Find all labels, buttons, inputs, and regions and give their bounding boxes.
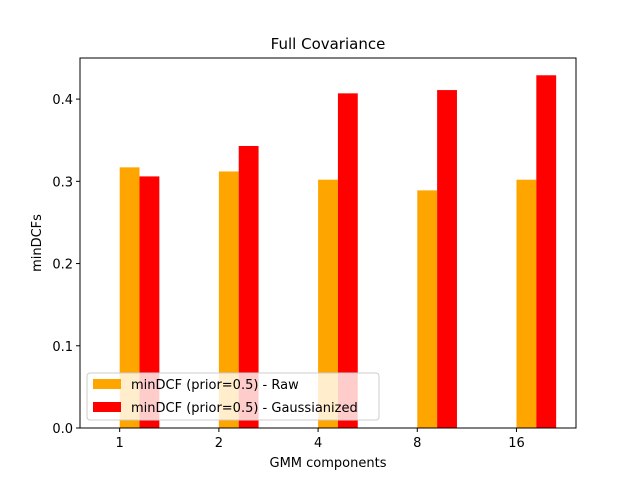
bars-group bbox=[119, 75, 557, 429]
legend-swatch-gaussianized bbox=[93, 402, 121, 412]
y-tick-label: 0.1 bbox=[52, 340, 73, 355]
y-tick-label: 0.3 bbox=[52, 175, 73, 190]
y-axis-label: minDCFs bbox=[30, 214, 45, 272]
x-tick-label: 8 bbox=[413, 436, 421, 451]
legend-label-gaussianized: minDCF (prior=0.5) - Gaussianized bbox=[131, 401, 358, 416]
bar-raw-16 bbox=[516, 179, 537, 428]
y-tick-label: 0.4 bbox=[52, 93, 73, 108]
bar-gaussianized-8 bbox=[437, 90, 457, 429]
legend-box bbox=[86, 372, 380, 421]
legend: minDCF (prior=0.5) - Raw minDCF (prior=0… bbox=[86, 372, 380, 421]
x-ticks-group: 1 2 4 8 16 bbox=[116, 428, 525, 451]
x-tick-label: 4 bbox=[314, 436, 322, 451]
bar-gaussianized-4 bbox=[337, 93, 358, 428]
bar-raw-1 bbox=[119, 167, 140, 428]
y-ticks-group: 0.0 0.1 0.2 0.3 0.4 bbox=[52, 93, 80, 437]
bar-gaussianized-2 bbox=[238, 145, 259, 428]
legend-label-raw: minDCF (prior=0.5) - Raw bbox=[131, 378, 299, 393]
axes-frame bbox=[79, 57, 577, 429]
legend-swatch-raw bbox=[93, 379, 121, 389]
x-tick-label: 1 bbox=[116, 436, 124, 451]
x-axis-label: GMM components bbox=[270, 456, 387, 471]
x-tick-label: 16 bbox=[508, 436, 525, 451]
bar-raw-8 bbox=[417, 190, 438, 428]
x-tick-label: 2 bbox=[215, 436, 223, 451]
bar-gaussianized-16 bbox=[536, 75, 557, 429]
bar-gaussianized-1 bbox=[139, 176, 160, 428]
chart-title: Full Covariance bbox=[271, 35, 386, 53]
bar-raw-2 bbox=[218, 171, 239, 428]
y-tick-label: 0.0 bbox=[52, 422, 73, 437]
bar-raw-4 bbox=[318, 179, 338, 428]
y-tick-label: 0.2 bbox=[52, 258, 73, 273]
